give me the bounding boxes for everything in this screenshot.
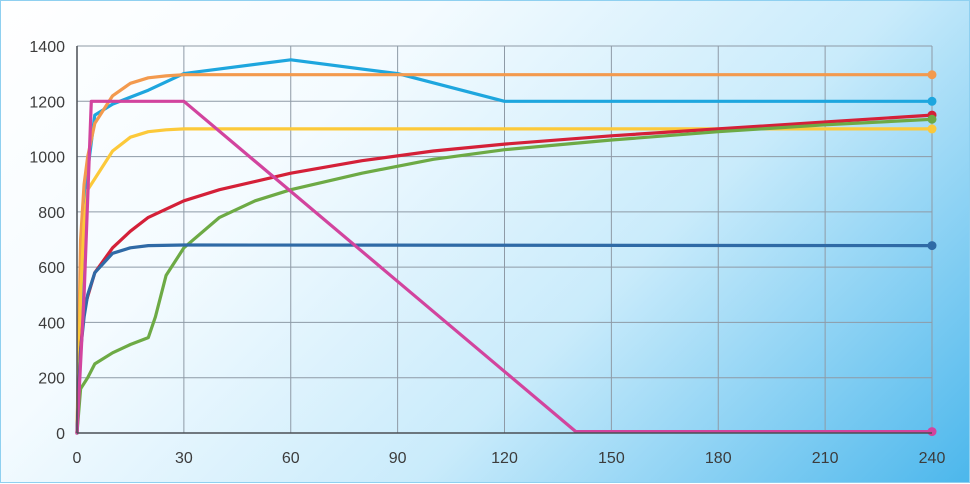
series-end-marker-5 [927, 114, 937, 124]
y-tick-label: 400 [38, 315, 65, 332]
series-end-marker-2 [927, 70, 937, 80]
y-tick-label: 200 [38, 371, 65, 388]
x-tick-label: 210 [812, 450, 839, 467]
y-tick-label: 0 [56, 426, 65, 443]
series-line-3 [75, 127, 934, 435]
x-tick-label: 180 [705, 450, 732, 467]
x-tick-label: 90 [389, 450, 407, 467]
series-line-7 [75, 99, 934, 435]
x-tick-label: 240 [919, 450, 946, 467]
y-tick-label: 1000 [29, 150, 65, 167]
series-end-marker-1 [927, 96, 937, 106]
series-end-marker-3 [927, 124, 937, 134]
y-axis-tick-labels: 0 200 400 600 800 1000 1200 1400 [29, 39, 65, 443]
grid [77, 45, 933, 433]
y-tick-label: 800 [38, 205, 65, 222]
series-line-5 [75, 117, 934, 435]
x-tick-label: 120 [491, 450, 518, 467]
axes [76, 46, 932, 434]
x-tick-label: 30 [175, 450, 193, 467]
x-axis-tick-labels: 0 30 60 90 120 150 180 210 240 [73, 450, 946, 467]
series-line-2 [75, 73, 934, 435]
series-end-marker-6 [927, 241, 937, 251]
x-tick-label: 0 [73, 450, 82, 467]
x-tick-label: 60 [282, 450, 300, 467]
y-tick-label: 1200 [29, 94, 65, 111]
y-tick-label: 600 [38, 260, 65, 277]
series-end-marker-7 [927, 427, 937, 437]
y-tick-label: 1400 [29, 39, 65, 56]
x-tick-label: 150 [598, 450, 625, 467]
series-lines [75, 58, 937, 437]
